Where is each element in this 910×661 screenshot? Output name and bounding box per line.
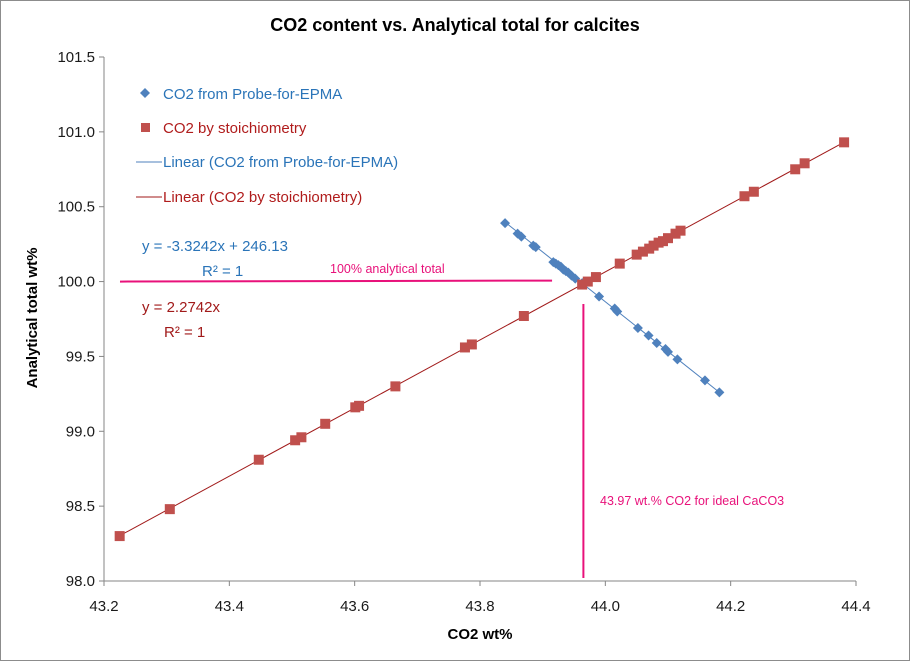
- stoich-equation: y = 2.2742x: [142, 299, 220, 316]
- probe-point: [699, 375, 710, 386]
- stoichiometry-point: [614, 258, 625, 269]
- legend-label-stoich: CO2 by stoichiometry: [163, 120, 307, 137]
- chart-title: CO2 content vs. Analytical total for cal…: [270, 15, 639, 35]
- legend-item-probe-linear: Linear (CO2 from Probe-for-EPMA): [136, 154, 398, 171]
- stoichiometry-point: [354, 400, 365, 411]
- y-tick-label: 99.0: [66, 423, 95, 440]
- probe-point: [612, 306, 623, 317]
- y-tick-label: 100.5: [57, 199, 95, 216]
- stoichiometry-point: [253, 454, 264, 465]
- stoich-r2: R² = 1: [164, 324, 205, 341]
- legend-label-probe: CO2 from Probe-for-EPMA: [163, 86, 342, 103]
- y-tick-label: 98.5: [66, 498, 95, 515]
- y-tick-label: 100.0: [57, 274, 95, 291]
- probe-point: [516, 231, 527, 242]
- hline-annotation-label: 100% analytical total: [330, 262, 445, 276]
- probe-r2: R² = 1: [202, 263, 243, 280]
- stoichiometry-point: [675, 225, 686, 236]
- stoichiometry-point: [466, 339, 477, 350]
- y-tick-label: 101.0: [57, 124, 95, 141]
- annotations: [119, 279, 585, 578]
- probe-point: [643, 330, 654, 341]
- vline-annotation-label: 43.97 wt.% CO2 for ideal CaCO3: [600, 494, 784, 508]
- stoichiometry-point: [518, 311, 529, 322]
- legend-label-probe-linear: Linear (CO2 from Probe-for-EPMA): [163, 154, 398, 171]
- x-tick-label: 43.6: [340, 598, 369, 615]
- stoichiometry-point: [839, 137, 850, 148]
- axes: [99, 56, 857, 586]
- stoichiometry-point: [748, 186, 759, 197]
- stoichiometry-point: [670, 228, 681, 239]
- probe-point: [530, 242, 541, 253]
- stoichiometry-point: [582, 276, 593, 287]
- data-points: [114, 137, 850, 542]
- x-tick-label: 44.2: [716, 598, 745, 615]
- x-tick-label: 44.0: [591, 598, 620, 615]
- stoichiometry-point: [590, 272, 601, 283]
- stoichiometry-point: [459, 342, 470, 353]
- stoichiometry-point: [320, 418, 331, 429]
- probe-point: [594, 291, 605, 302]
- y-tick-label: 99.5: [66, 348, 95, 365]
- stoichiometry-point: [648, 240, 659, 251]
- stoichiometry-point: [799, 158, 810, 169]
- probe-point: [663, 346, 673, 357]
- probe-point: [632, 322, 643, 333]
- square-marker-icon: [141, 123, 150, 132]
- probe-point: [714, 387, 725, 398]
- x-axis-label: CO2 wt%: [447, 626, 512, 643]
- stoichiometry-point: [296, 432, 307, 443]
- stoichiometry-point: [164, 504, 175, 515]
- stoichiometry-point: [657, 236, 668, 247]
- stoichiometry-point: [114, 531, 125, 542]
- tick-labels: 98.0 98.5 99.0 99.5 100.0 100.5 101.0 101.5 43.2…: [57, 49, 870, 615]
- stoichiometry-point: [290, 435, 301, 446]
- x-tick-label: 43.2: [89, 598, 118, 615]
- legend-item-probe: CO2 from Probe-for-EPMA: [140, 86, 342, 103]
- stoichiometry-point: [739, 191, 750, 202]
- stoichiometry-point: [631, 249, 642, 260]
- stoichiometry-point: [790, 164, 801, 175]
- probe-point: [672, 354, 683, 365]
- stoichiometry-point: [637, 246, 648, 257]
- stoichiometry-point: [663, 233, 673, 244]
- stoichiometry-point: [577, 279, 588, 290]
- probe-point: [651, 337, 662, 348]
- x-tick-label: 43.8: [465, 598, 494, 615]
- x-tick-label: 44.4: [841, 598, 870, 615]
- y-tick-label: 101.5: [57, 49, 95, 66]
- probe-point: [500, 218, 511, 229]
- legend: CO2 from Probe-for-EPMA CO2 by stoichiom…: [136, 86, 398, 206]
- hline-100-percent: [119, 279, 553, 283]
- legend-label-stoich-linear: Linear (CO2 by stoichiometry): [163, 189, 362, 206]
- y-axis-label: Analytical total wt%: [24, 248, 41, 389]
- probe-equation: y = -3.3242x + 246.13: [142, 238, 288, 255]
- trendline-stoichiometry: [119, 141, 845, 537]
- diamond-marker-icon: [140, 88, 150, 98]
- legend-item-stoich-linear: Linear (CO2 by stoichiometry): [136, 189, 362, 206]
- stoichiometry-point: [390, 381, 401, 392]
- y-tick-label: 98.0: [66, 573, 95, 590]
- x-tick-label: 43.4: [215, 598, 244, 615]
- legend-item-stoich: CO2 by stoichiometry: [141, 120, 307, 137]
